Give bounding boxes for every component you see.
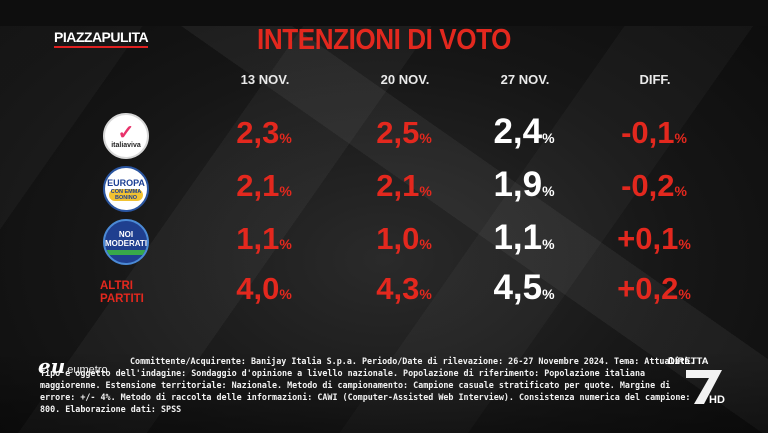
eumetro-logo: eu eumetro: [38, 354, 108, 378]
percent-sign: %: [542, 183, 555, 199]
diff-value: -0,1%: [594, 115, 714, 151]
diretta-label: DIRETTA: [668, 356, 709, 367]
value-number: +0,1: [617, 221, 679, 256]
percent-sign: %: [678, 286, 691, 302]
italia-viva-logo: ✓ italiaviva: [103, 113, 149, 159]
percent-sign: %: [419, 183, 432, 199]
europa-label: EUROPA: [107, 177, 145, 188]
column-header: DIFF.: [639, 72, 671, 87]
emma-bonino-label: CON EMMA BONINO: [109, 188, 143, 201]
vote-value: 4,3%: [344, 271, 464, 307]
vote-value: 1,1%: [464, 218, 584, 258]
value-number: +0,2: [617, 271, 679, 306]
value-number: 2,3: [236, 115, 280, 150]
diff-value: +0,2%: [594, 271, 714, 307]
value-number: 1,1: [493, 218, 543, 257]
percent-sign: %: [419, 236, 432, 252]
value-number: 4,0: [236, 271, 280, 306]
piu-europa-logo: EUROPA CON EMMA BONINO: [103, 166, 149, 212]
value-number: 4,5: [493, 268, 543, 307]
noi-moderati-label: NOI MODERATI: [104, 229, 148, 248]
value-number: 2,4: [493, 112, 543, 151]
percent-sign: %: [279, 236, 292, 252]
vote-value: 1,9%: [464, 165, 584, 205]
vote-value: 1,0%: [344, 221, 464, 257]
hd-label: HD: [709, 394, 725, 406]
percent-sign: %: [419, 130, 432, 146]
percent-sign: %: [279, 183, 292, 199]
column-header: 13 NOV.: [240, 72, 290, 87]
percent-sign: %: [542, 236, 555, 252]
value-number: -0,1: [621, 115, 675, 150]
column-header: 20 NOV.: [380, 72, 430, 87]
vote-value: 2,1%: [344, 168, 464, 204]
percent-sign: %: [542, 286, 555, 302]
vote-value: 4,0%: [204, 271, 324, 307]
percent-sign: %: [279, 286, 292, 302]
value-number: 4,3: [376, 271, 420, 306]
value-number: 2,5: [376, 115, 420, 150]
chart-title: INTENZIONI DI VOTO: [257, 24, 511, 56]
methodology-note: Committente/Acquirente: Banijay Italia S…: [40, 356, 695, 414]
vote-value: 4,5%: [464, 268, 584, 308]
footer-band: [0, 350, 768, 433]
percent-sign: %: [542, 130, 555, 146]
percent-sign: %: [419, 286, 432, 302]
percent-sign: %: [674, 130, 687, 146]
top-bar: [0, 0, 768, 26]
diff-value: +0,1%: [594, 221, 714, 257]
vote-value: 2,1%: [204, 168, 324, 204]
value-number: -0,2: [621, 168, 675, 203]
vote-value: 2,4%: [464, 112, 584, 152]
italia-viva-label: italiaviva: [111, 141, 141, 149]
value-number: 2,1: [376, 168, 420, 203]
eumetro-name: eumetro: [67, 364, 108, 376]
brand-logo: PIAZZAPULITA: [54, 29, 149, 48]
percent-sign: %: [279, 130, 292, 146]
value-number: 1,9: [493, 165, 543, 204]
vote-value: 2,3%: [204, 115, 324, 151]
noi-moderati-stripe: [107, 249, 145, 255]
column-header: 27 NOV.: [500, 72, 550, 87]
vote-value: 1,1%: [204, 221, 324, 257]
diff-value: -0,2%: [594, 168, 714, 204]
altri-partiti-label: ALTRI PARTITI: [100, 280, 144, 305]
check-icon: ✓: [117, 121, 135, 144]
noi-moderati-logo: NOI MODERATI: [103, 219, 149, 265]
value-number: 1,1: [236, 221, 280, 256]
percent-sign: %: [678, 236, 691, 252]
eu-mark: eu: [38, 354, 66, 378]
value-number: 2,1: [236, 168, 280, 203]
value-number: 1,0: [376, 221, 420, 256]
vote-value: 2,5%: [344, 115, 464, 151]
percent-sign: %: [674, 183, 687, 199]
la7-logo-icon: HD: [686, 370, 725, 406]
